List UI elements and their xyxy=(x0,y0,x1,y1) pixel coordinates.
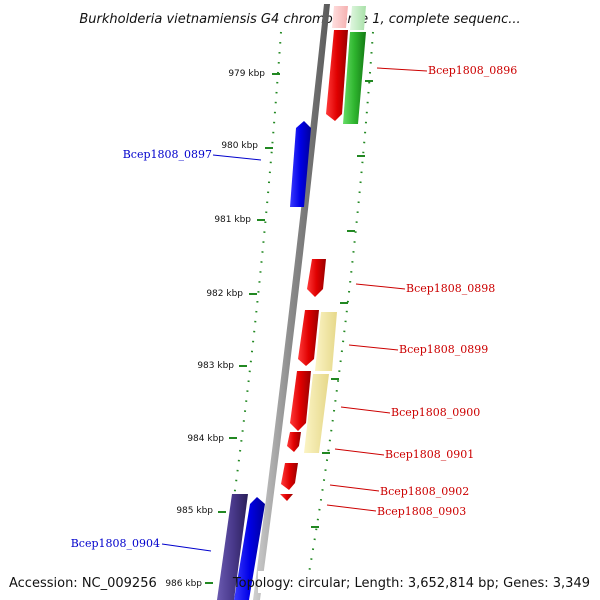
ruler-label: 980 kbp xyxy=(221,141,258,151)
gene-label[interactable]: Bcep1808_0898 xyxy=(406,282,495,295)
gene-label[interactable]: Bcep1808_0900 xyxy=(391,406,480,419)
pseudogene-feature xyxy=(332,6,348,28)
accession-text: Accession: NC_009256 xyxy=(9,576,157,591)
ruler-label: 984 kbp xyxy=(187,434,224,444)
ruler-tick-980: 980 kbp xyxy=(221,141,273,151)
ruler-label: 981 kbp xyxy=(214,215,251,225)
gene-labels: Bcep1808_0896 Bcep1808_0897 Bcep1808_089… xyxy=(71,64,518,550)
gene-bcep1808-0903[interactable] xyxy=(280,494,293,501)
pseudogene-feature-0900 xyxy=(304,374,329,453)
ruler-tick-982: 982 kbp xyxy=(206,289,257,299)
leader-lines xyxy=(161,67,428,552)
ruler-track-left xyxy=(219,31,282,597)
gene-bcep1808-0896[interactable] xyxy=(326,30,348,121)
gene-label[interactable]: Bcep1808_0903 xyxy=(377,505,466,518)
gene-label[interactable]: Bcep1808_0896 xyxy=(428,64,517,77)
rna-feature-pale xyxy=(350,6,366,30)
gene-label[interactable]: Bcep1808_0904 xyxy=(71,537,160,550)
ruler-tick-979: 979 kbp xyxy=(228,69,280,79)
gene-bcep1808-0897[interactable] xyxy=(290,121,311,207)
gene-bcep1808-0899[interactable] xyxy=(298,310,319,366)
topology-text: Topology: circular; Length: 3,652,814 bp… xyxy=(232,576,590,591)
ruler-label: 985 kbp xyxy=(176,506,213,516)
gene-bcep1808-0901[interactable] xyxy=(287,432,301,452)
map-title: Burkholderia vietnamiensis G4 chromosome… xyxy=(79,12,520,27)
gene-bcep1808-0902[interactable] xyxy=(281,463,298,490)
ruler-label: 982 kbp xyxy=(206,289,243,299)
footer-left-bg xyxy=(0,571,150,593)
gene-label[interactable]: Bcep1808_0902 xyxy=(380,485,469,498)
ruler-track-right xyxy=(304,31,374,597)
ruler-tick-986: 986 kbp xyxy=(165,579,213,589)
gene-label[interactable]: Bcep1808_0897 xyxy=(123,148,212,161)
ruler-tick-984: 984 kbp xyxy=(187,434,237,444)
gene-bcep1808-0904[interactable] xyxy=(234,497,265,600)
ruler-label: 983 kbp xyxy=(197,361,234,371)
ruler-tick-985: 985 kbp xyxy=(176,506,226,516)
gene-label[interactable]: Bcep1808_0899 xyxy=(399,343,488,356)
rna-feature[interactable] xyxy=(343,32,366,124)
ruler-tick-981: 981 kbp xyxy=(214,215,265,225)
gene-bcep1808-0898[interactable] xyxy=(307,259,326,297)
pseudogene-feature-0899 xyxy=(315,312,337,371)
ruler: 979 kbp 980 kbp 981 kbp 982 kbp 983 kbp … xyxy=(165,69,280,589)
ruler-label: 979 kbp xyxy=(228,69,265,79)
gene-bcep1808-0900[interactable] xyxy=(290,371,311,431)
gene-features xyxy=(217,6,366,600)
genome-backbone xyxy=(253,4,330,600)
gene-label[interactable]: Bcep1808_0901 xyxy=(385,448,474,461)
right-ruler-ticks xyxy=(311,80,373,528)
footer-right-bg xyxy=(258,571,600,593)
ruler-label: 986 kbp xyxy=(165,579,202,589)
gene-feature-purple[interactable] xyxy=(217,494,248,600)
ruler-tick-983: 983 kbp xyxy=(197,361,247,371)
